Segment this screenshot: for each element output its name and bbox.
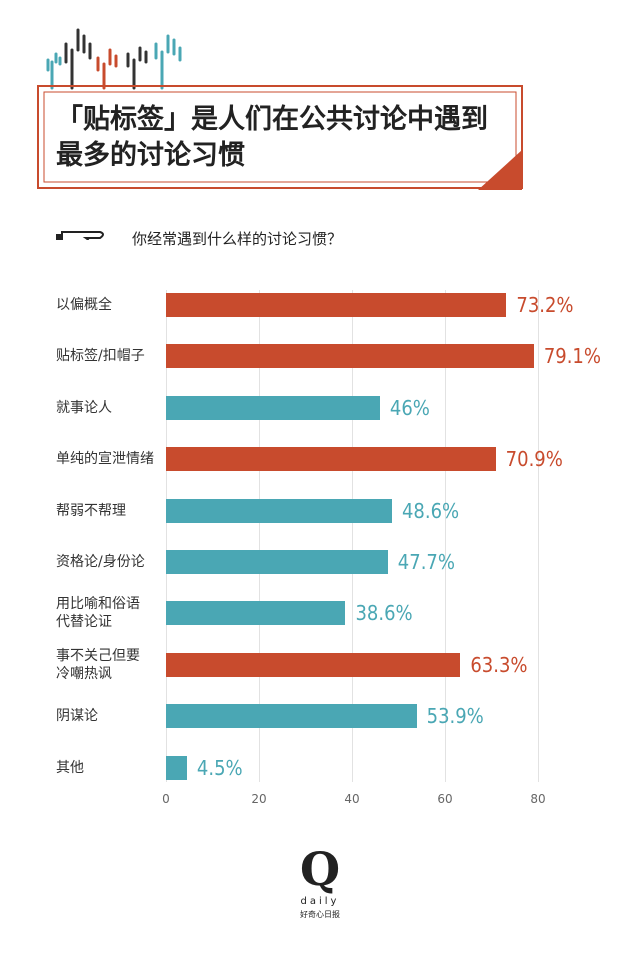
category-label: 资格论/身份论 xyxy=(56,554,145,570)
value-label: 73.2% xyxy=(516,293,574,317)
grid-line xyxy=(445,290,446,782)
bar xyxy=(166,652,461,677)
bar xyxy=(166,395,380,420)
value-label: 63.3% xyxy=(470,652,528,677)
brand-name: daily xyxy=(300,896,340,907)
grid-line xyxy=(259,290,260,782)
category-label: 贴标签/扣帽子 xyxy=(56,348,145,365)
bar xyxy=(166,601,346,626)
category-label: 帮弱不帮理 xyxy=(56,502,126,519)
category-label: 事不关己但要 冷嘲热讽 xyxy=(56,647,140,682)
x-tick-label: 20 xyxy=(251,792,267,806)
category-label: 用比喻和俗语 代替论证 xyxy=(56,596,140,631)
grid-line xyxy=(166,290,167,782)
bar xyxy=(166,704,417,729)
bar xyxy=(166,447,496,472)
x-tick-label: 60 xyxy=(437,792,453,806)
x-tick-label: 0 xyxy=(162,792,170,806)
value-label: 53.9% xyxy=(426,704,484,729)
bar xyxy=(166,550,388,574)
bar xyxy=(166,293,507,317)
grid-line xyxy=(352,290,353,782)
category-label: 单纯的宣泄情绪 xyxy=(56,451,154,468)
value-label: 47.7% xyxy=(397,550,455,574)
x-tick-label: 40 xyxy=(344,792,360,806)
value-label: 38.6% xyxy=(355,601,413,626)
value-label: 46% xyxy=(389,395,430,420)
category-label: 其他 xyxy=(56,759,84,776)
value-label: 4.5% xyxy=(196,755,243,780)
category-label: 阴谋论 xyxy=(56,708,98,725)
bar xyxy=(166,498,392,523)
value-label: 79.1% xyxy=(543,344,601,369)
chart-title: 「贴标签」是人们在公共讨论中遇到最多的讨论习惯 xyxy=(56,104,488,171)
chart-subtitle: 你经常遇到什么样的讨论习惯？ xyxy=(132,230,343,248)
bar xyxy=(166,755,187,780)
bar xyxy=(166,344,534,369)
logo: Q xyxy=(300,842,341,896)
value-label: 70.9% xyxy=(505,447,563,472)
grid-line xyxy=(538,290,539,782)
category-label: 以偏概全 xyxy=(56,297,112,313)
x-tick-label: 80 xyxy=(530,792,546,806)
decoration xyxy=(37,28,523,240)
value-label: 48.6% xyxy=(401,498,460,523)
category-label: 就事论人 xyxy=(56,399,112,416)
brand-tagline: 好奇心日报 xyxy=(300,910,340,919)
